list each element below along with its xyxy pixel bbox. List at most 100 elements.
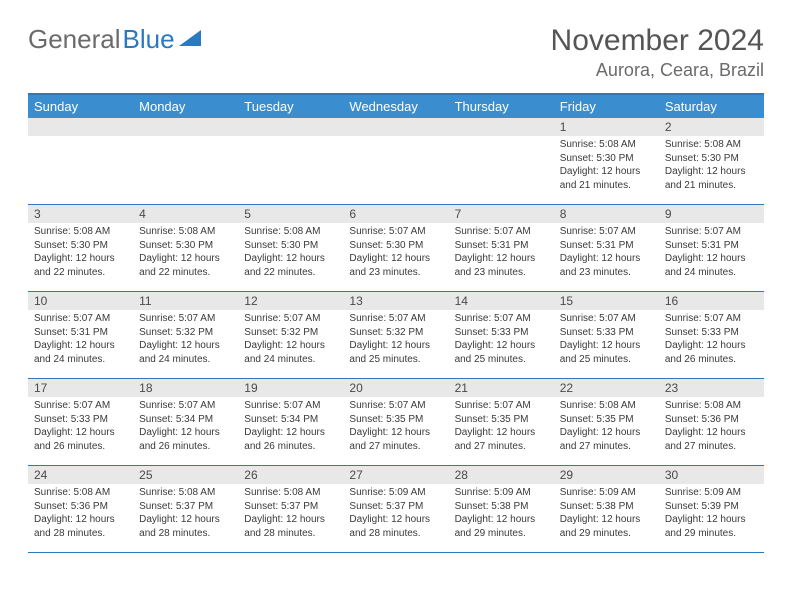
cell-content: Sunrise: 5:08 AMSunset: 5:30 PMDaylight:…	[28, 223, 133, 283]
sunset-text: Sunset: 5:33 PM	[34, 413, 127, 427]
calendar-cell: 17Sunrise: 5:07 AMSunset: 5:33 PMDayligh…	[28, 379, 133, 465]
cell-date: 25	[133, 466, 238, 484]
cell-content: Sunrise: 5:07 AMSunset: 5:31 PMDaylight:…	[659, 223, 764, 283]
sunrise-text: Sunrise: 5:07 AM	[139, 312, 232, 326]
sunrise-text: Sunrise: 5:08 AM	[139, 486, 232, 500]
sunrise-text: Sunrise: 5:07 AM	[139, 399, 232, 413]
cell-date	[238, 118, 343, 136]
cell-content: Sunrise: 5:09 AMSunset: 5:38 PMDaylight:…	[554, 484, 659, 544]
daylight-text: Daylight: 12 hours and 25 minutes.	[349, 339, 442, 366]
sunrise-text: Sunrise: 5:07 AM	[244, 312, 337, 326]
cell-content: Sunrise: 5:09 AMSunset: 5:39 PMDaylight:…	[659, 484, 764, 544]
cell-content: Sunrise: 5:08 AMSunset: 5:36 PMDaylight:…	[659, 397, 764, 457]
weeks-container: 1Sunrise: 5:08 AMSunset: 5:30 PMDaylight…	[28, 118, 764, 553]
calendar-cell: 29Sunrise: 5:09 AMSunset: 5:38 PMDayligh…	[554, 466, 659, 552]
cell-date	[449, 118, 554, 136]
daylight-text: Daylight: 12 hours and 24 minutes.	[34, 339, 127, 366]
cell-content: Sunrise: 5:07 AMSunset: 5:32 PMDaylight:…	[343, 310, 448, 370]
calendar-cell: 12Sunrise: 5:07 AMSunset: 5:32 PMDayligh…	[238, 292, 343, 378]
calendar-cell: 2Sunrise: 5:08 AMSunset: 5:30 PMDaylight…	[659, 118, 764, 204]
calendar-cell: 13Sunrise: 5:07 AMSunset: 5:32 PMDayligh…	[343, 292, 448, 378]
sunset-text: Sunset: 5:35 PM	[455, 413, 548, 427]
cell-date: 2	[659, 118, 764, 136]
page-header: GeneralBlue November 2024 Aurora, Ceara,…	[28, 24, 764, 81]
sunrise-text: Sunrise: 5:07 AM	[349, 399, 442, 413]
cell-content: Sunrise: 5:07 AMSunset: 5:32 PMDaylight:…	[238, 310, 343, 370]
sunrise-text: Sunrise: 5:07 AM	[244, 399, 337, 413]
calendar-cell: 9Sunrise: 5:07 AMSunset: 5:31 PMDaylight…	[659, 205, 764, 291]
daylight-text: Daylight: 12 hours and 27 minutes.	[455, 426, 548, 453]
day-header-wednesday: Wednesday	[343, 95, 448, 118]
cell-content: Sunrise: 5:07 AMSunset: 5:33 PMDaylight:…	[659, 310, 764, 370]
daylight-text: Daylight: 12 hours and 22 minutes.	[244, 252, 337, 279]
cell-content: Sunrise: 5:08 AMSunset: 5:30 PMDaylight:…	[238, 223, 343, 283]
cell-date: 28	[449, 466, 554, 484]
location-label: Aurora, Ceara, Brazil	[551, 60, 764, 81]
sunrise-text: Sunrise: 5:08 AM	[244, 225, 337, 239]
daylight-text: Daylight: 12 hours and 24 minutes.	[139, 339, 232, 366]
cell-content: Sunrise: 5:08 AMSunset: 5:36 PMDaylight:…	[28, 484, 133, 544]
cell-date: 20	[343, 379, 448, 397]
cell-date: 15	[554, 292, 659, 310]
week-row: 24Sunrise: 5:08 AMSunset: 5:36 PMDayligh…	[28, 466, 764, 553]
sunrise-text: Sunrise: 5:07 AM	[34, 399, 127, 413]
cell-date: 30	[659, 466, 764, 484]
cell-content: Sunrise: 5:08 AMSunset: 5:35 PMDaylight:…	[554, 397, 659, 457]
cell-date: 29	[554, 466, 659, 484]
cell-date: 22	[554, 379, 659, 397]
sunset-text: Sunset: 5:34 PM	[139, 413, 232, 427]
sunset-text: Sunset: 5:30 PM	[244, 239, 337, 253]
day-header-friday: Friday	[554, 95, 659, 118]
cell-date: 8	[554, 205, 659, 223]
calendar-cell	[133, 118, 238, 204]
daylight-text: Daylight: 12 hours and 29 minutes.	[665, 513, 758, 540]
cell-date	[28, 118, 133, 136]
logo-text-blue: Blue	[123, 24, 175, 55]
calendar-cell: 28Sunrise: 5:09 AMSunset: 5:38 PMDayligh…	[449, 466, 554, 552]
sunset-text: Sunset: 5:32 PM	[139, 326, 232, 340]
sunset-text: Sunset: 5:31 PM	[455, 239, 548, 253]
cell-date	[343, 118, 448, 136]
sunset-text: Sunset: 5:37 PM	[244, 500, 337, 514]
daylight-text: Daylight: 12 hours and 27 minutes.	[665, 426, 758, 453]
sunrise-text: Sunrise: 5:08 AM	[665, 138, 758, 152]
calendar-cell: 22Sunrise: 5:08 AMSunset: 5:35 PMDayligh…	[554, 379, 659, 465]
day-header-monday: Monday	[133, 95, 238, 118]
daylight-text: Daylight: 12 hours and 27 minutes.	[560, 426, 653, 453]
daylight-text: Daylight: 12 hours and 22 minutes.	[139, 252, 232, 279]
cell-date: 10	[28, 292, 133, 310]
daylight-text: Daylight: 12 hours and 26 minutes.	[665, 339, 758, 366]
sunset-text: Sunset: 5:32 PM	[349, 326, 442, 340]
cell-date: 19	[238, 379, 343, 397]
cell-content: Sunrise: 5:07 AMSunset: 5:32 PMDaylight:…	[133, 310, 238, 370]
cell-content: Sunrise: 5:08 AMSunset: 5:37 PMDaylight:…	[238, 484, 343, 544]
cell-date: 16	[659, 292, 764, 310]
sunrise-text: Sunrise: 5:07 AM	[455, 399, 548, 413]
day-headers-row: Sunday Monday Tuesday Wednesday Thursday…	[28, 95, 764, 118]
cell-date: 18	[133, 379, 238, 397]
daylight-text: Daylight: 12 hours and 28 minutes.	[139, 513, 232, 540]
daylight-text: Daylight: 12 hours and 23 minutes.	[455, 252, 548, 279]
sunset-text: Sunset: 5:30 PM	[139, 239, 232, 253]
cell-content: Sunrise: 5:07 AMSunset: 5:33 PMDaylight:…	[449, 310, 554, 370]
daylight-text: Daylight: 12 hours and 28 minutes.	[349, 513, 442, 540]
cell-date: 27	[343, 466, 448, 484]
cell-content: Sunrise: 5:08 AMSunset: 5:37 PMDaylight:…	[133, 484, 238, 544]
calendar-cell: 7Sunrise: 5:07 AMSunset: 5:31 PMDaylight…	[449, 205, 554, 291]
week-row: 1Sunrise: 5:08 AMSunset: 5:30 PMDaylight…	[28, 118, 764, 205]
daylight-text: Daylight: 12 hours and 24 minutes.	[244, 339, 337, 366]
cell-date: 6	[343, 205, 448, 223]
sunrise-text: Sunrise: 5:08 AM	[560, 399, 653, 413]
daylight-text: Daylight: 12 hours and 25 minutes.	[560, 339, 653, 366]
calendar-cell: 16Sunrise: 5:07 AMSunset: 5:33 PMDayligh…	[659, 292, 764, 378]
cell-date: 14	[449, 292, 554, 310]
cell-content: Sunrise: 5:07 AMSunset: 5:34 PMDaylight:…	[133, 397, 238, 457]
cell-content: Sunrise: 5:09 AMSunset: 5:37 PMDaylight:…	[343, 484, 448, 544]
daylight-text: Daylight: 12 hours and 29 minutes.	[560, 513, 653, 540]
sunrise-text: Sunrise: 5:09 AM	[349, 486, 442, 500]
sunset-text: Sunset: 5:39 PM	[665, 500, 758, 514]
sunrise-text: Sunrise: 5:07 AM	[560, 312, 653, 326]
daylight-text: Daylight: 12 hours and 21 minutes.	[665, 165, 758, 192]
sunrise-text: Sunrise: 5:09 AM	[665, 486, 758, 500]
day-header-tuesday: Tuesday	[238, 95, 343, 118]
